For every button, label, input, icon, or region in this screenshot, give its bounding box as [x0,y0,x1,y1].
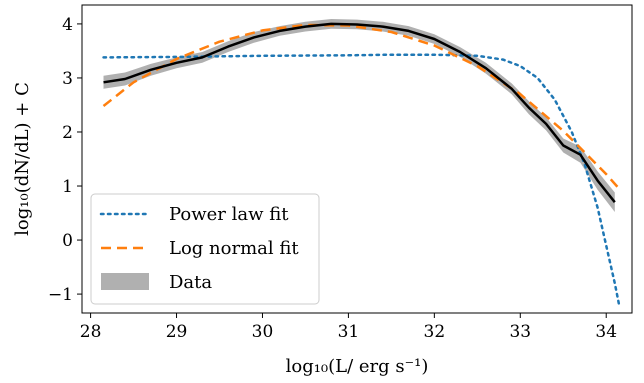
y-tick-label: 2 [62,123,73,143]
plot-frame [81,4,633,314]
x-tick-label: 28 [80,322,102,342]
y-tick-label: 1 [62,177,73,197]
data-median-line [103,22,616,203]
legend: Power law fit Log normal fit Data [90,193,320,305]
x-tick-label: 32 [424,322,446,342]
y-tick-label: 3 [62,69,73,89]
y-axis-ticks: −1 0 1 2 3 4 [48,15,82,305]
legend-label-data: Data [169,272,212,293]
x-tick-label: 31 [338,322,360,342]
plot-area [81,4,633,314]
x-axis-label: log₁₀(L/ erg s⁻¹) [286,356,429,377]
data-band-layer [103,19,615,212]
y-tick-label: −1 [48,285,73,305]
y-tick-label: 4 [62,15,73,35]
data-uncertainty-band [103,19,615,212]
x-tick-label: 33 [509,322,531,342]
log-normal-fit-line [102,23,621,190]
power-law-fit-line [102,53,621,307]
x-tick-label: 30 [252,322,274,342]
x-axis-ticks: 28 29 30 31 32 33 34 [80,313,617,342]
x-tick-label: 34 [595,322,617,342]
legend-label-power-law: Power law fit [169,204,289,225]
series-line-layer [102,22,621,307]
y-tick-label: 0 [62,231,73,251]
legend-swatch-data [101,273,149,290]
legend-label-log-normal: Log normal fit [169,238,299,259]
y-axis-label: log₁₀(dN/dL) + C [12,82,33,236]
x-tick-label: 29 [166,322,188,342]
